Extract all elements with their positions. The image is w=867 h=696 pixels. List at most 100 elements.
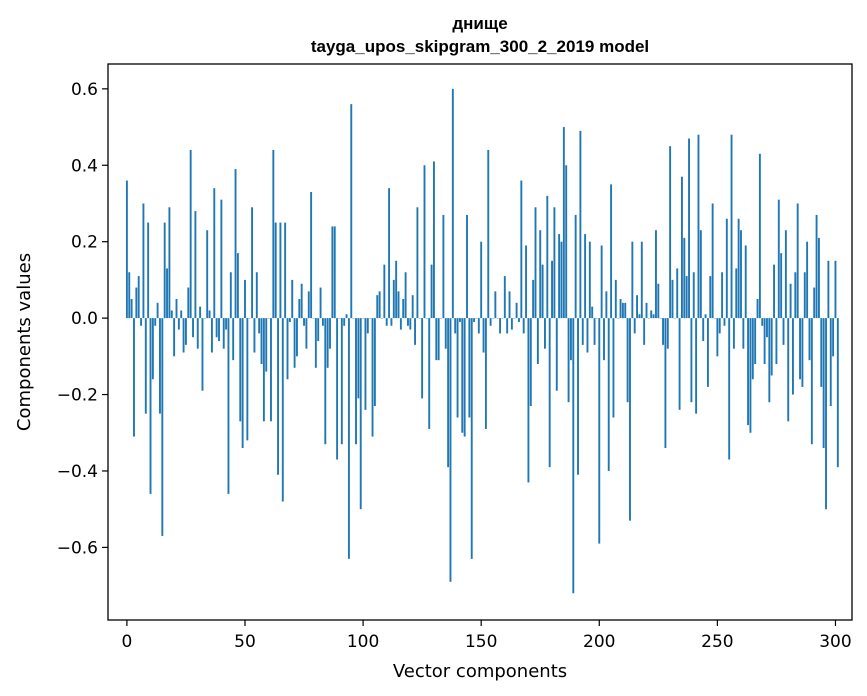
bar-19 <box>170 310 173 319</box>
bar-289 <box>808 318 811 361</box>
bar-149 <box>477 318 480 334</box>
bar-297 <box>827 260 830 319</box>
bar-142 <box>461 318 464 433</box>
bar-102 <box>366 318 369 334</box>
y-tick-label: −0.4 <box>57 462 98 482</box>
bar-262 <box>744 245 747 319</box>
bar-220 <box>645 302 648 319</box>
bar-116 <box>399 318 402 330</box>
bar-170 <box>527 318 530 483</box>
bar-167 <box>520 180 523 319</box>
bar-258 <box>735 268 738 319</box>
bar-85 <box>326 318 329 368</box>
bar-286 <box>801 318 804 387</box>
bar-86 <box>329 318 331 349</box>
bar-186 <box>565 165 568 319</box>
bar-162 <box>508 291 511 319</box>
bar-243 <box>699 230 702 319</box>
bar-178 <box>546 195 549 319</box>
bar-280 <box>787 318 790 422</box>
bar-107 <box>378 291 381 319</box>
bar-301 <box>836 318 839 468</box>
bar-217 <box>638 314 641 319</box>
bar-129 <box>430 264 433 319</box>
bar-188 <box>569 318 572 361</box>
bar-112 <box>390 318 393 326</box>
bar-189 <box>572 318 575 594</box>
bar-260 <box>740 230 742 319</box>
bar-1 <box>128 272 131 319</box>
bar-26 <box>187 287 190 319</box>
bar-151 <box>482 318 485 353</box>
bar-41 <box>222 318 225 349</box>
bar-255 <box>728 318 731 460</box>
bar-192 <box>579 130 582 319</box>
bar-20 <box>173 318 176 357</box>
bar-0 <box>125 180 128 319</box>
bar-251 <box>718 318 721 334</box>
bar-230 <box>669 146 672 319</box>
bar-185 <box>562 127 565 319</box>
bar-150 <box>480 241 483 319</box>
bar-74 <box>300 283 303 319</box>
bar-241 <box>695 318 698 414</box>
bar-156 <box>494 291 497 319</box>
bars-group <box>125 88 839 594</box>
bar-4 <box>135 287 138 319</box>
bar-139 <box>454 318 457 334</box>
bar-299 <box>832 318 835 357</box>
bar-106 <box>376 295 379 319</box>
bar-152 <box>484 318 487 429</box>
bar-300 <box>834 260 837 319</box>
bar-228 <box>664 318 667 449</box>
chart-title: днище <box>452 14 507 33</box>
bar-213 <box>629 318 631 521</box>
bar-6 <box>140 318 143 326</box>
bar-84 <box>324 318 327 445</box>
bar-27 <box>189 149 192 319</box>
bar-233 <box>676 268 679 319</box>
bar-40 <box>220 199 223 319</box>
bar-296 <box>825 318 827 510</box>
bar-113 <box>392 279 395 319</box>
bar-28 <box>192 318 194 338</box>
bar-195 <box>586 318 589 353</box>
bar-190 <box>574 214 577 319</box>
x-tick-label: 100 <box>347 632 379 652</box>
bar-88 <box>333 226 336 319</box>
bar-171 <box>529 318 532 407</box>
bar-61 <box>270 318 272 422</box>
bar-266 <box>754 318 757 364</box>
bar-146 <box>470 318 473 559</box>
bar-123 <box>416 207 419 319</box>
bar-120 <box>409 318 412 330</box>
bar-131 <box>435 318 438 361</box>
bar-259 <box>737 218 740 319</box>
bar-44 <box>229 272 232 319</box>
bar-214 <box>631 241 634 319</box>
bar-130 <box>433 161 435 319</box>
bar-194 <box>584 234 587 319</box>
bar-179 <box>548 318 551 468</box>
bar-121 <box>411 295 414 319</box>
x-tick-label: 150 <box>465 632 497 652</box>
bar-277 <box>780 253 783 319</box>
bar-17 <box>166 268 168 319</box>
bar-154 <box>489 318 492 326</box>
bar-30 <box>196 318 199 349</box>
bar-202 <box>603 318 605 361</box>
bar-247 <box>709 276 712 319</box>
bar-36 <box>210 318 213 353</box>
bar-298 <box>829 318 832 407</box>
bar-182 <box>555 318 558 391</box>
bar-212 <box>626 318 629 403</box>
bar-22 <box>177 318 180 330</box>
bar-276 <box>777 199 780 319</box>
bar-210 <box>621 302 624 319</box>
bar-225 <box>657 283 660 319</box>
bar-234 <box>678 318 681 410</box>
bar-161 <box>506 318 509 334</box>
bar-166 <box>518 318 520 322</box>
bar-143 <box>463 318 466 437</box>
bar-114 <box>395 260 398 319</box>
